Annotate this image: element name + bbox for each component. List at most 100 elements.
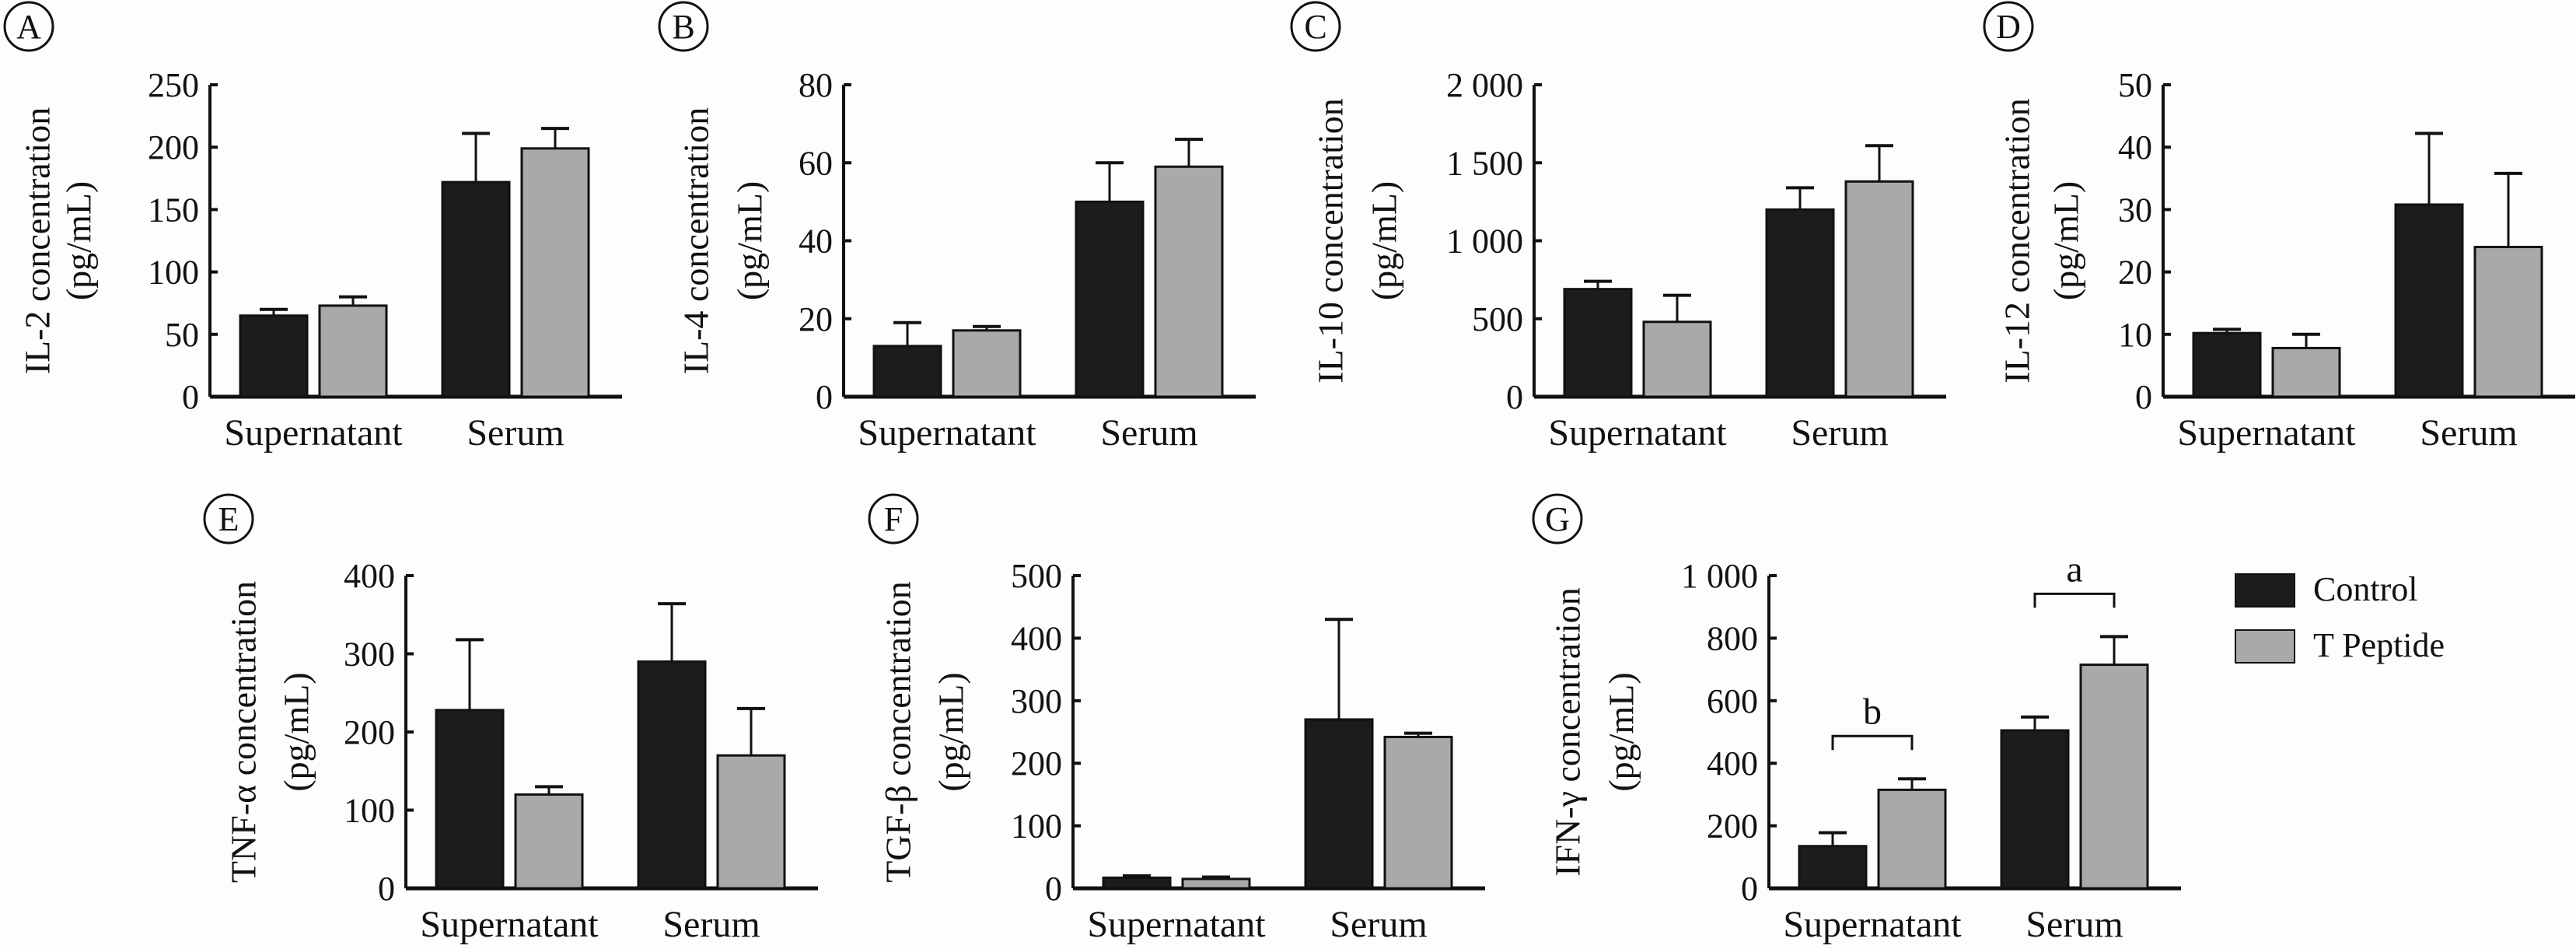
y-axis-label: TGF-β concentration: [879, 581, 918, 882]
bar-t-peptide: [952, 329, 1022, 398]
bar-control: [441, 180, 511, 398]
y-axis-label: (pg/mL): [1365, 181, 1404, 300]
y-tick-label: 40: [799, 222, 833, 261]
panel-letter: D: [1996, 8, 2021, 46]
y-tick-label: 0: [816, 378, 833, 416]
x-category-label: Supernatant: [858, 412, 1036, 453]
x-category-label: Serum: [2420, 412, 2517, 453]
panel-letter-circle: [203, 493, 254, 545]
y-tick-label: 1 000: [1681, 557, 1758, 595]
legend-swatch: [2235, 573, 2295, 608]
y-tick-label: 200: [1707, 807, 1758, 846]
y-tick-label: 400: [1011, 619, 1062, 657]
y-tick-label: 200: [1011, 744, 1062, 783]
bar-control: [435, 709, 505, 890]
panel-letter-circle: [868, 493, 919, 545]
bar-control: [1304, 718, 1374, 890]
y-tick-label: 200: [148, 128, 199, 166]
x-category-label: Supernatant: [1087, 904, 1266, 945]
bar-control: [1765, 208, 1835, 398]
panel-letter: A: [16, 8, 41, 46]
bar-t-peptide: [2079, 664, 2149, 890]
legend-swatch: [2235, 629, 2295, 664]
y-tick-label: 800: [1707, 619, 1758, 657]
x-category-label: Supernatant: [1548, 412, 1727, 453]
bar-control: [2394, 203, 2464, 398]
y-tick-label: 10: [2118, 316, 2152, 354]
bar-t-peptide: [2271, 346, 2341, 398]
significance-bracket: [2033, 592, 2116, 608]
significance-label: a: [2066, 548, 2082, 590]
y-axis-label: (pg/mL): [1602, 672, 1641, 791]
y-axis-label: IL-10 concentration: [1311, 98, 1351, 383]
y-tick-label: 30: [2118, 191, 2152, 229]
y-axis-label: IL-4 concentration: [676, 107, 716, 375]
panel-letter: F: [884, 500, 903, 538]
bar-t-peptide: [1844, 180, 1914, 398]
legend-label: T Peptide: [2313, 626, 2445, 664]
y-tick-label: 400: [1707, 744, 1758, 783]
y-axis-label: (pg/mL): [2046, 181, 2086, 300]
y-tick-label: 100: [148, 254, 199, 292]
y-tick-label: 50: [165, 316, 199, 354]
x-category-label: Supernatant: [2177, 412, 2356, 453]
legend-item-control: Control: [2235, 570, 2417, 608]
y-tick-label: 150: [148, 191, 199, 229]
x-category-label: Serum: [1791, 412, 1888, 453]
bar-t-peptide: [1877, 788, 1947, 890]
y-tick-label: 250: [148, 66, 199, 104]
bar-control: [2000, 729, 2070, 890]
bar-control: [637, 660, 707, 890]
bar-control: [1102, 876, 1172, 890]
y-tick-label: 400: [344, 557, 395, 595]
bar-t-peptide: [716, 754, 786, 890]
y-tick-label: 0: [1506, 378, 1523, 416]
panel-f: F TGF-β concentration (pg/mL) 0 100 200 300 400…: [868, 493, 1485, 945]
bar-control: [1075, 200, 1145, 398]
bar-t-peptide: [318, 304, 388, 398]
y-tick-label: 50: [2118, 66, 2152, 104]
y-tick-label: 600: [1707, 682, 1758, 720]
bar-t-peptide: [520, 147, 590, 398]
legend-label: Control: [2313, 570, 2417, 608]
panel-letter-circle: [1290, 1, 1341, 52]
y-tick-label: 100: [344, 792, 395, 830]
bar-t-peptide: [1154, 165, 1224, 398]
y-tick-label: 0: [378, 870, 395, 908]
significance-label: b: [1863, 691, 1882, 732]
y-axis-label: IL-2 concentration: [18, 107, 58, 375]
x-category-label: Serum: [662, 904, 760, 945]
x-category-label: Supernatant: [420, 904, 599, 945]
panel-letter: G: [1545, 500, 1570, 538]
panel-b: B IL-4 concentration (pg/mL) 0 20 40 60 80 Super…: [658, 1, 1256, 453]
bar-t-peptide: [1181, 877, 1251, 890]
y-tick-label: 1 000: [1446, 222, 1523, 261]
panel-letter: C: [1304, 8, 1326, 46]
y-tick-label: 1 500: [1446, 144, 1523, 182]
y-tick-label: 0: [2135, 378, 2152, 416]
y-tick-label: 60: [799, 144, 833, 182]
panel-letter-circle: [658, 1, 709, 52]
significance-bracket: [1831, 734, 1914, 751]
x-category-label: Serum: [467, 412, 564, 453]
y-tick-label: 500: [1472, 300, 1523, 338]
bar-t-peptide: [1642, 320, 1712, 398]
bar-t-peptide: [514, 793, 584, 890]
panel-a: A IL-2 concentration (pg/mL) 0 50 100 150 200 25…: [3, 1, 622, 453]
y-tick-label: 20: [2118, 254, 2152, 292]
y-tick-label: 500: [1011, 557, 1062, 595]
y-tick-label: 0: [182, 378, 199, 416]
x-category-label: Supernatant: [1783, 904, 1962, 945]
x-category-label: Supernatant: [224, 412, 403, 453]
y-tick-label: 300: [1011, 682, 1062, 720]
panel-letter-circle: [3, 1, 54, 52]
y-tick-label: 100: [1011, 807, 1062, 846]
legend-item-t-peptide: T Peptide: [2235, 626, 2445, 664]
x-category-label: Serum: [2025, 904, 2123, 945]
panel-letter: E: [218, 500, 239, 538]
panel-letter-circle: [1532, 493, 1583, 545]
panel-d: D IL-12 concentration (pg/mL) 0 10 20 30 40 50 Su…: [1983, 1, 2575, 453]
y-tick-label: 200: [344, 713, 395, 751]
panel-letter: B: [672, 8, 694, 46]
